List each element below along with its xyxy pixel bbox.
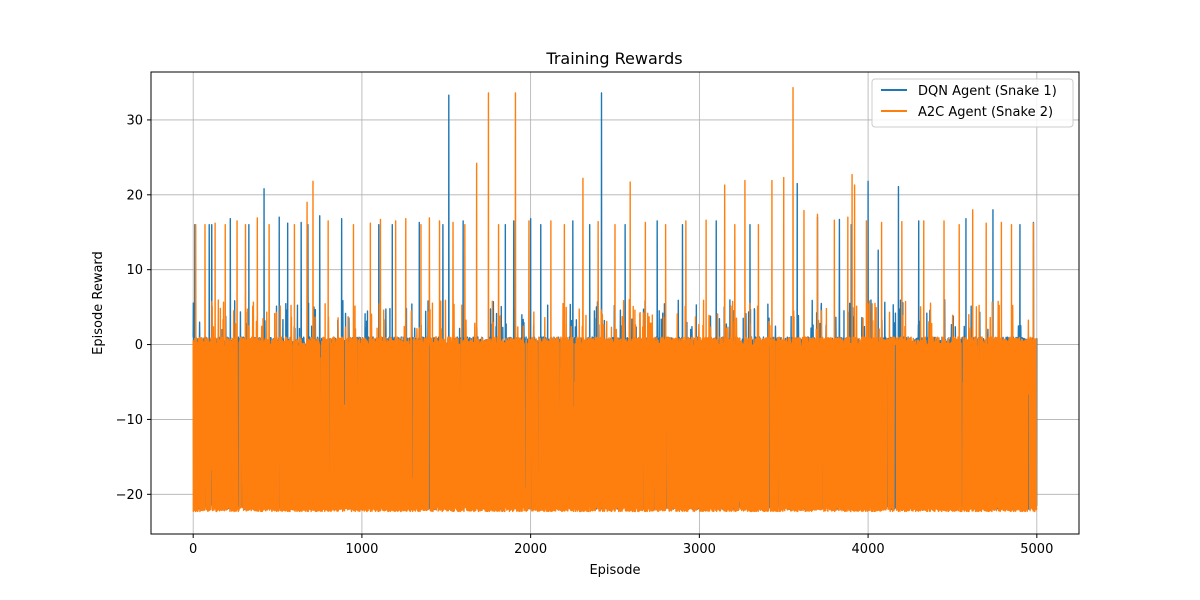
- y-tick-label: −10: [116, 413, 143, 428]
- x-tick-label: 2000: [514, 542, 547, 557]
- y-tick-label: −20: [116, 488, 143, 503]
- series-layer: [192, 87, 1038, 513]
- legend-label-dqn: DQN Agent (Snake 1): [918, 84, 1057, 99]
- legend: DQN Agent (Snake 1) A2C Agent (Snake 2): [871, 78, 1074, 128]
- y-tick-label: 0: [135, 338, 143, 353]
- legend-box: [871, 78, 1074, 128]
- y-tick-label: 10: [126, 263, 143, 278]
- ticks: 0 1000 2000 3000 4000 5000 −20 −10 0 10 20 30: [116, 113, 1054, 557]
- legend-label-a2c: A2C Agent (Snake 2): [918, 105, 1053, 120]
- chart-title: Training Rewards: [545, 49, 682, 68]
- x-tick-label: 4000: [852, 542, 885, 557]
- y-tick-label: 20: [126, 188, 143, 203]
- plot-frame: [150, 71, 1080, 535]
- x-tick-label: 1000: [345, 542, 378, 557]
- y-axis-label: Episode Reward: [91, 251, 106, 355]
- series-line-a2c: [192, 87, 1038, 513]
- x-tick-label: 3000: [683, 542, 716, 557]
- x-tick-label: 5000: [1020, 542, 1053, 557]
- x-axis-label: Episode: [589, 563, 640, 578]
- y-tick-label: 30: [126, 113, 143, 128]
- x-tick-label: 0: [189, 542, 197, 557]
